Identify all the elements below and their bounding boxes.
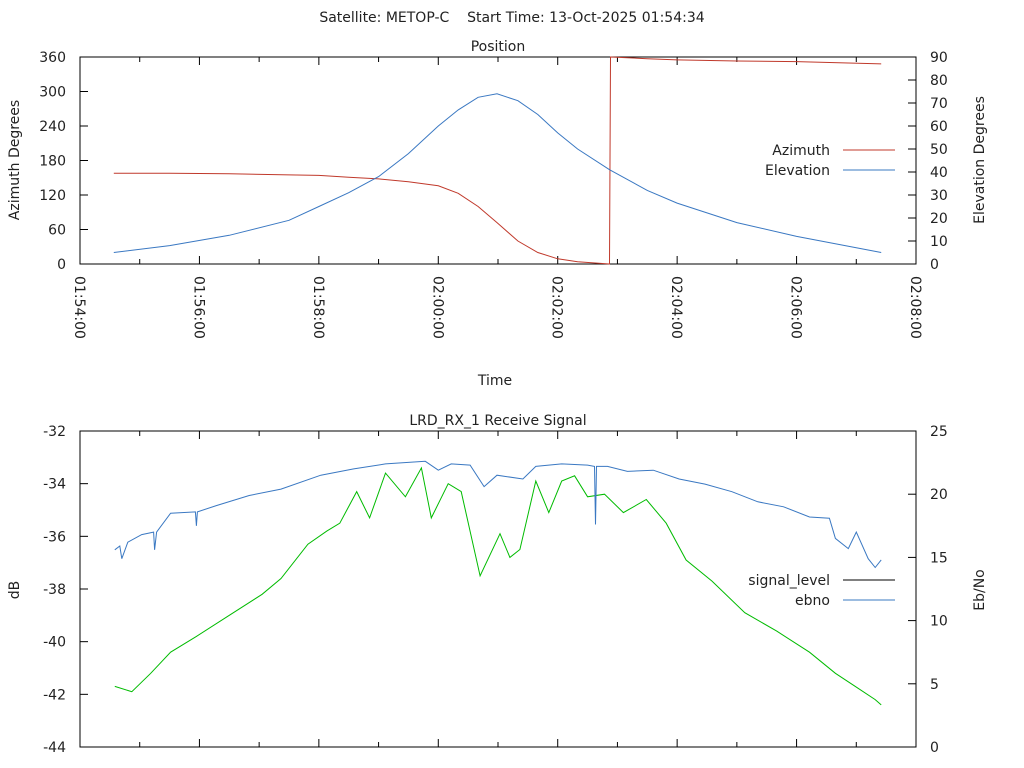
x-tick-label: 02:02:00 (549, 276, 565, 339)
y2-tick-label: 15 (930, 550, 948, 566)
y2-tick-label: 80 (930, 73, 948, 89)
x-tick-label: 02:08:00 (907, 276, 923, 339)
y2-tick-label: 90 (930, 50, 948, 66)
series-line-azimuth (113, 56, 882, 265)
x-tick-label: 01:58:00 (310, 276, 326, 339)
position-chart: Position Time Azimuth Degrees Elevation … (7, 39, 988, 389)
signal-y2label: Eb/No (972, 569, 988, 611)
x-tick-label: 02:00:00 (429, 276, 445, 339)
y2-tick-label: 10 (930, 614, 948, 630)
y-tick-label: 360 (39, 50, 66, 66)
legend-label: Elevation (765, 163, 830, 179)
y-tick-label: -40 (43, 635, 66, 651)
y2-tick-label: 0 (930, 257, 939, 273)
series-line-signal-level (114, 466, 882, 706)
legend-label: signal_level (748, 573, 830, 589)
receive-signal-chart: LRD_RX_1 Receive Signal dB Eb/No -44 -42 -… (7, 413, 988, 756)
y-tick-label: -32 (43, 424, 66, 440)
y2-tick-label: 50 (930, 142, 948, 158)
y-tick-label: 60 (48, 223, 66, 239)
position-ylabel: Azimuth Degrees (7, 100, 23, 220)
y2-tick-label: 20 (930, 211, 948, 227)
y2-tick-label: 0 (930, 740, 939, 756)
legend-label: ebno (795, 593, 830, 609)
plot-frame (79, 430, 917, 748)
y-tick-label: -38 (43, 582, 66, 598)
position-y2label: Elevation Degrees (972, 96, 988, 224)
y2-tick-label: 5 (930, 677, 939, 693)
y2-tick-label: 20 (930, 487, 948, 503)
y2-tick-label: 40 (930, 165, 948, 181)
x-tick-label: 02:06:00 (788, 276, 804, 339)
y-tick-label: 300 (39, 85, 66, 101)
x-tick-label: 01:56:00 (190, 276, 206, 339)
y2-tick-label: 70 (930, 96, 948, 112)
y-tick-label: 0 (57, 257, 66, 273)
legend-label: Azimuth (772, 143, 830, 159)
y-tick-label: 240 (39, 119, 66, 135)
series-line-elevation (113, 93, 882, 253)
y-tick-label: -36 (43, 529, 66, 545)
y-tick-label: 180 (39, 154, 66, 170)
y2-tick-label: 60 (930, 119, 948, 135)
y-tick-label: 120 (39, 188, 66, 204)
position-xlabel: Time (477, 373, 512, 389)
figure-title: Satellite: METOP-C Start Time: 13-Oct-20… (319, 10, 704, 26)
position-title: Position (471, 39, 526, 55)
y2-tick-label: 30 (930, 188, 948, 204)
signal-title: LRD_RX_1 Receive Signal (409, 413, 586, 429)
y-tick-label: -34 (43, 477, 66, 493)
plot-frame (79, 56, 917, 265)
y-tick-label: -42 (43, 687, 66, 703)
y2-tick-label: 10 (930, 234, 948, 250)
x-tick-label: 01:54:00 (71, 276, 87, 339)
series-line-ebno (114, 460, 882, 569)
x-tick-label: 02:04:00 (668, 276, 684, 339)
y-tick-label: -44 (43, 740, 66, 756)
y2-tick-label: 25 (930, 424, 948, 440)
signal-ylabel: dB (7, 581, 23, 600)
